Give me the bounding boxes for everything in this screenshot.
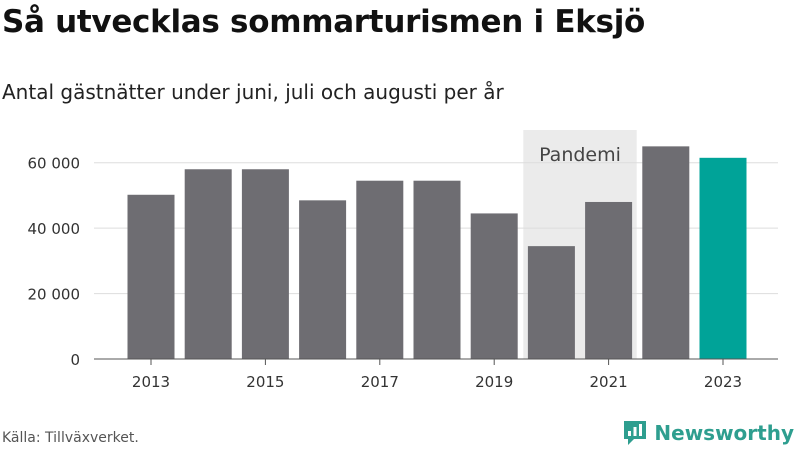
brand-logo: Newsworthy [622,418,794,448]
bar-2021 [585,201,633,359]
chart-title: Så utvecklas sommarturismen i Eksjö [2,4,646,40]
bar-2016 [299,200,347,359]
bar-2014 [184,169,232,359]
y-tick-label: 60 000 [28,155,81,173]
bar-2023 [699,157,747,359]
x-tick-label: 2019 [475,373,513,391]
source-note: Källa: Tillväxverket. [2,430,139,446]
pandemic-label: Pandemi [539,144,621,166]
x-tick-label: 2017 [361,373,399,391]
bar-2020 [527,246,575,359]
bar-2019 [470,213,518,359]
bar-2017 [356,180,404,359]
newsworthy-logo-icon [624,421,647,445]
y-tick-label: 40 000 [28,220,81,238]
x-tick-label: 2013 [132,373,170,391]
y-tick-label: 0 [70,351,80,369]
x-tick-label: 2015 [246,373,284,391]
y-tick-label: 20 000 [28,286,81,304]
bar-2015 [241,169,289,359]
x-tick-label: 2021 [590,373,628,391]
bar-2022 [642,146,690,359]
x-tick-label: 2023 [704,373,742,391]
bar-2013 [127,194,175,359]
chart-subtitle: Antal gästnätter under juni, juli och au… [2,80,504,104]
bar-2018 [413,180,461,359]
brand-name: Newsworthy [654,421,794,445]
